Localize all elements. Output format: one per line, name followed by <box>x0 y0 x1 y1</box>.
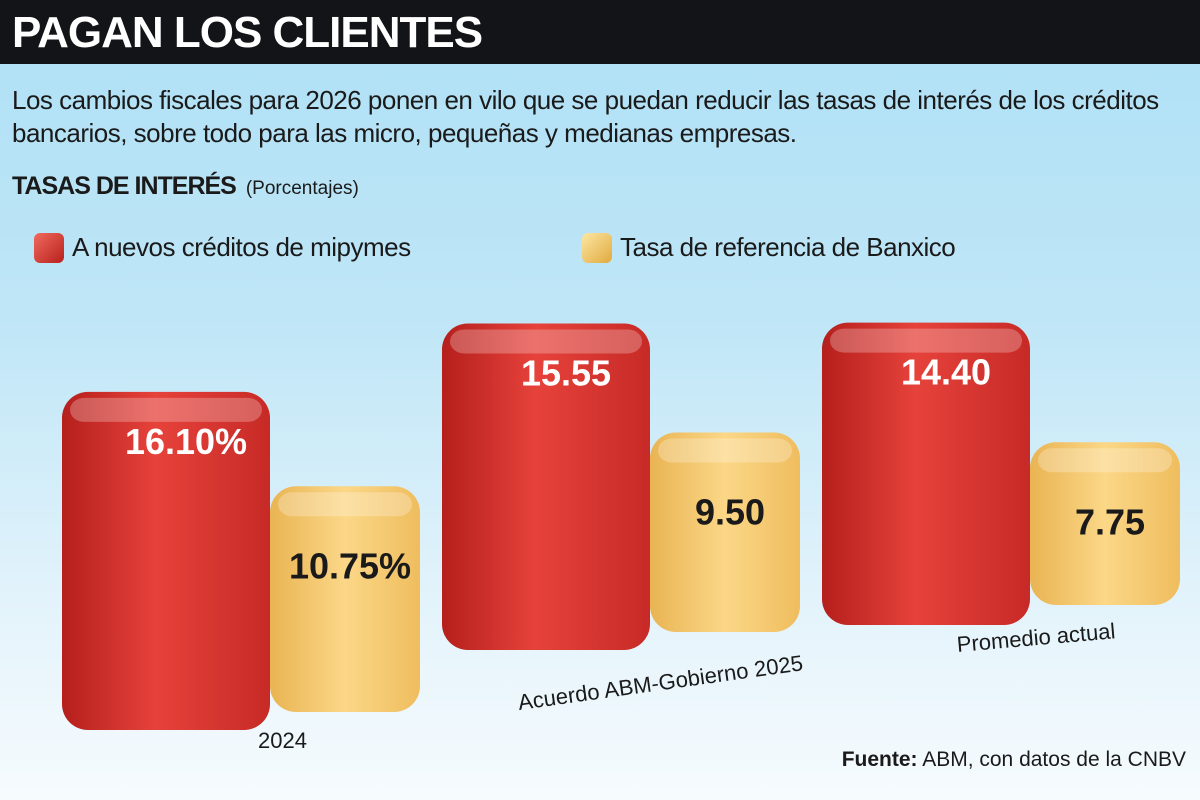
bar-mipymes-1 <box>442 323 650 650</box>
bar-banxico-1 <box>650 432 800 632</box>
yellow-cube-icon <box>582 232 612 263</box>
data-label: 7.75 <box>1075 501 1145 542</box>
header-bar: PAGAN LOS CLIENTES <box>0 0 1200 64</box>
data-label: 9.50 <box>695 492 765 533</box>
bar-highlight <box>70 397 262 422</box>
bar-highlight <box>658 438 792 463</box>
legend-item-banxico: Tasa de referencia de Banxico <box>582 232 956 263</box>
data-label: 16.10% <box>125 421 247 462</box>
bar-highlight <box>830 328 1022 353</box>
red-cube-icon <box>34 232 64 263</box>
source-label: Fuente: <box>841 748 918 771</box>
bar-highlight <box>1038 448 1172 473</box>
bar-highlight <box>278 492 412 517</box>
chart-unit: (Porcentajes) <box>245 178 359 199</box>
data-label: 15.55 <box>521 352 611 393</box>
legend-label: Tasa de referencia de Banxico <box>620 232 956 262</box>
source-text: ABM, con datos de la CNBV <box>917 748 1186 771</box>
bar-mipymes-0 <box>62 391 270 730</box>
source-note: Fuente: ABM, con datos de la CNBV <box>842 748 1186 772</box>
data-label: 14.40 <box>901 352 991 393</box>
description: Los cambios fiscales para 2026 ponen en … <box>12 85 1159 148</box>
chart-title: TASAS DE INTERÉS (Porcentajes) <box>12 172 359 201</box>
bar-banxico-2 <box>1030 442 1180 605</box>
legend-label: A nuevos créditos de mipymes <box>72 232 411 262</box>
bar-highlight <box>450 329 642 354</box>
bar-banxico-0 <box>270 486 420 712</box>
chart-title-text: TASAS DE INTERÉS <box>12 172 237 200</box>
data-label: 10.75% <box>289 545 411 586</box>
bar-mipymes-2 <box>822 322 1030 625</box>
category-label-2024: 2024 <box>258 728 307 753</box>
page-title: PAGAN LOS CLIENTES <box>12 8 483 57</box>
legend-item-mipymes: A nuevos créditos de mipymes <box>34 232 411 263</box>
